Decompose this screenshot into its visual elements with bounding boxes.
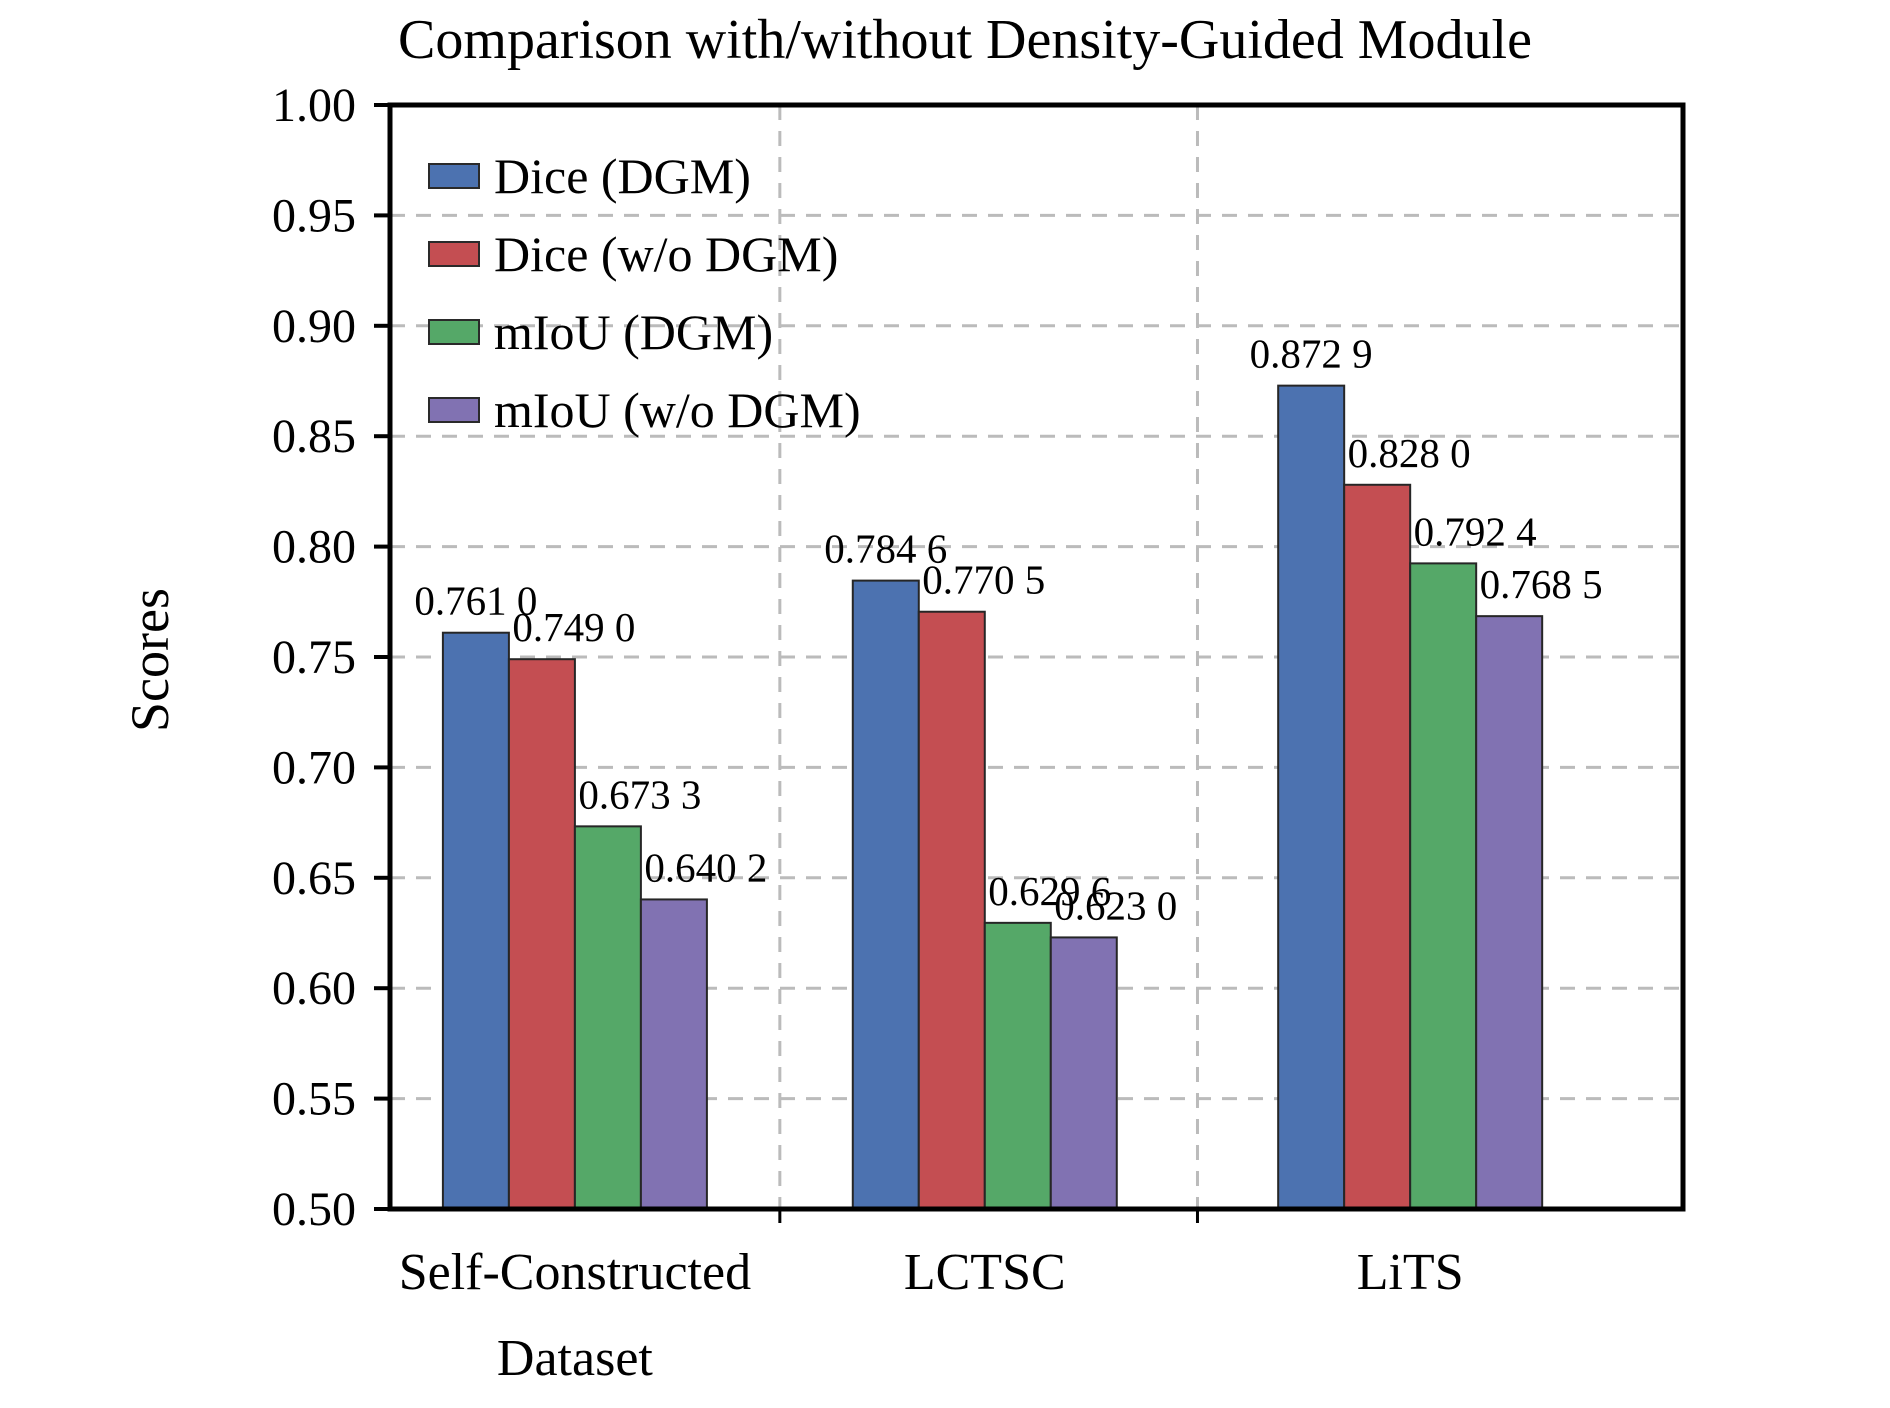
- y-tick-label: 0.60: [272, 962, 356, 1015]
- bar-value-label: 0.629 6: [988, 868, 1111, 914]
- bar-dice-w-o-dgm: [1343, 483, 1412, 1210]
- chart-title: Comparison with/without Density-Guided M…: [398, 9, 1532, 71]
- y-tick-label: 0.65: [272, 852, 356, 905]
- x-tick-label: Self-Constructed: [399, 1244, 751, 1301]
- bar-dice-dgm: [851, 579, 920, 1210]
- bar-value-label: 0.872 9: [1250, 331, 1373, 377]
- y-tick-label: 0.55: [272, 1073, 356, 1126]
- bar-miou-dgm: [573, 825, 642, 1210]
- bar-miou-dgm: [1409, 562, 1478, 1210]
- legend: Dice (DGM) Dice (w/o DGM) mIoU (DGM) mIoU (…: [428, 148, 861, 460]
- y-tick-label: 0.75: [272, 631, 356, 684]
- bar-dice-w-o-dgm: [917, 610, 986, 1210]
- legend-label: Dice (w/o DGM): [494, 226, 839, 282]
- legend-label: Dice (DGM): [494, 148, 751, 204]
- bar-value-label: 0.749 0: [512, 604, 635, 650]
- legend-label: mIoU (w/o DGM): [494, 382, 861, 438]
- y-tick-label: 0.95: [272, 189, 356, 242]
- y-tick-label: 0.85: [272, 410, 356, 463]
- legend-item: mIoU (w/o DGM): [428, 382, 861, 438]
- legend-swatch: [428, 241, 480, 267]
- x-tick-label: LCTSC: [904, 1244, 1066, 1301]
- legend-item: mIoU (DGM): [428, 304, 861, 360]
- legend-swatch: [428, 397, 480, 423]
- legend-swatch: [428, 163, 480, 189]
- x-tick-label: Dataset: [497, 1330, 653, 1387]
- y-tick-label: 1.00: [272, 79, 356, 132]
- bar-miou-w-o-dgm: [1049, 936, 1118, 1211]
- legend-swatch: [428, 319, 480, 345]
- legend-item: Dice (DGM): [428, 148, 861, 204]
- bar-dice-dgm: [1277, 384, 1346, 1211]
- y-tick-label: 0.50: [272, 1183, 356, 1236]
- bar-dice-w-o-dgm: [507, 658, 576, 1210]
- axis-frame: [387, 102, 1686, 1212]
- x-tick-label: LiTS: [1357, 1244, 1464, 1301]
- bar-value-label: 0.640 2: [644, 844, 767, 890]
- bar-value-label: 0.784 6: [824, 526, 947, 572]
- y-tick-label: 0.80: [272, 521, 356, 574]
- bar-miou-w-o-dgm: [639, 898, 708, 1211]
- bar-value-label: 0.673 3: [578, 771, 701, 817]
- y-tick-label: 0.90: [272, 300, 356, 353]
- bar-value-label: 0.623 0: [1054, 882, 1177, 928]
- bar-value-label: 0.770 5: [922, 557, 1045, 603]
- y-tick-label: 0.70: [272, 741, 356, 794]
- bar-miou-w-o-dgm: [1475, 615, 1544, 1210]
- bar-miou-dgm: [983, 921, 1052, 1210]
- bar-dice-dgm: [441, 631, 510, 1210]
- bar-value-label: 0.792 4: [1414, 508, 1537, 554]
- bar-value-label: 0.828 0: [1348, 430, 1471, 476]
- legend-item: Dice (w/o DGM): [428, 226, 861, 282]
- bar-value-label: 0.761 0: [414, 578, 537, 624]
- bar-value-label: 0.768 5: [1480, 561, 1603, 607]
- legend-label: mIoU (DGM): [494, 304, 774, 360]
